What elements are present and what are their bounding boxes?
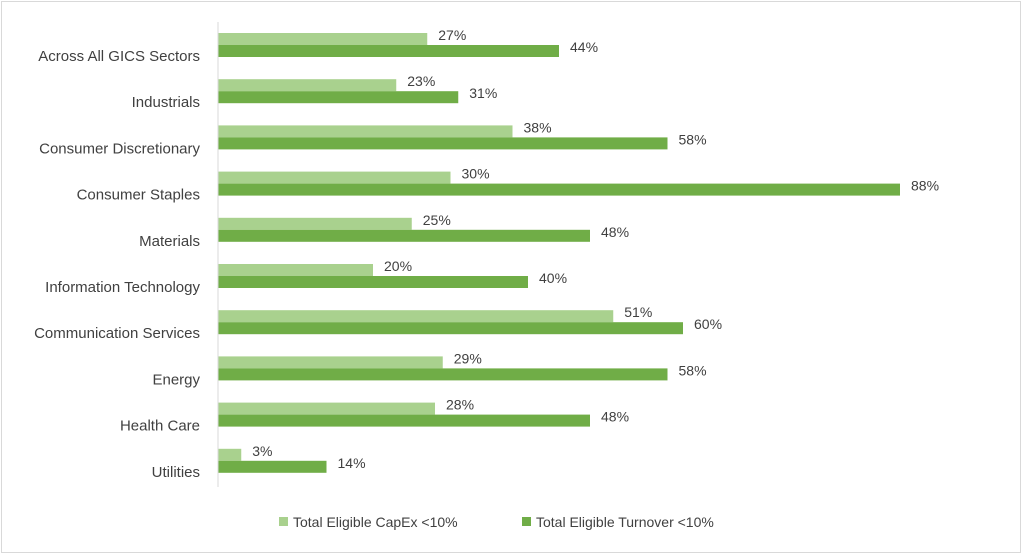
capex-data-label: 23% <box>407 73 435 89</box>
capex-bar <box>218 79 397 92</box>
turnover-data-label: 14% <box>338 455 366 471</box>
turnover-bar <box>218 414 590 427</box>
turnover-bar <box>218 137 668 150</box>
capex-bar <box>218 356 443 369</box>
category-label: Communication Services <box>34 325 200 342</box>
legend-swatch-turnover <box>522 517 531 526</box>
turnover-bar <box>218 276 528 288</box>
turnover-bar <box>218 229 590 242</box>
legend-label-turnover: Total Eligible Turnover <10% <box>536 514 714 530</box>
turnover-bar <box>218 183 900 196</box>
capex-data-label: 29% <box>454 350 482 366</box>
turnover-bar <box>218 45 559 57</box>
turnover-data-label: 88% <box>911 178 939 194</box>
capex-data-label: 20% <box>384 258 412 274</box>
category-label: Across All GICS Sectors <box>38 48 200 65</box>
bars-layer <box>218 33 900 473</box>
turnover-data-label: 48% <box>601 409 629 425</box>
turnover-bar <box>218 322 683 335</box>
turnover-data-label: 40% <box>539 270 567 286</box>
category-label: Consumer Discretionary <box>39 140 200 157</box>
legend-swatch-capex <box>279 517 288 526</box>
capex-bar <box>218 310 614 323</box>
capex-data-label: 25% <box>423 212 451 228</box>
turnover-data-label: 31% <box>469 85 497 101</box>
category-label: Health Care <box>120 418 200 435</box>
turnover-data-label: 60% <box>694 316 722 332</box>
capex-data-label: 27% <box>438 27 466 43</box>
capex-bar <box>218 402 435 415</box>
category-labels: Across All GICS Sectors Industrials Consum… <box>34 48 200 481</box>
capex-bar <box>218 125 513 138</box>
category-label: Consumer Staples <box>77 187 200 204</box>
capex-data-label: 30% <box>462 166 490 182</box>
capex-data-label: 28% <box>446 397 474 413</box>
turnover-bar <box>218 91 459 104</box>
capex-data-label: 38% <box>524 119 552 135</box>
capex-data-label: 3% <box>252 443 272 459</box>
capex-bar <box>218 448 242 461</box>
capex-bar <box>218 264 373 276</box>
legend-label-capex: Total Eligible CapEx <10% <box>293 514 458 530</box>
turnover-bar <box>218 460 327 473</box>
capex-data-label: 51% <box>624 304 652 320</box>
turnover-data-label: 44% <box>570 39 598 55</box>
legend: Total Eligible CapEx <10% Total Eligible … <box>279 514 714 530</box>
capex-bar <box>218 33 428 45</box>
data-labels: 27% 44% 23% 31% 38% 58% 30% 88% 25% 48% 20% 40% 51% 6… <box>252 27 939 471</box>
turnover-data-label: 58% <box>679 362 707 378</box>
turnover-bar <box>218 368 668 381</box>
category-label: Industrials <box>132 94 200 111</box>
turnover-data-label: 48% <box>601 224 629 240</box>
category-label: Information Technology <box>45 279 200 296</box>
category-label: Utilities <box>152 464 200 481</box>
category-label: Materials <box>139 233 200 250</box>
capex-bar <box>218 171 451 184</box>
capex-bar <box>218 217 412 230</box>
turnover-data-label: 58% <box>679 131 707 147</box>
category-label: Energy <box>152 371 200 388</box>
